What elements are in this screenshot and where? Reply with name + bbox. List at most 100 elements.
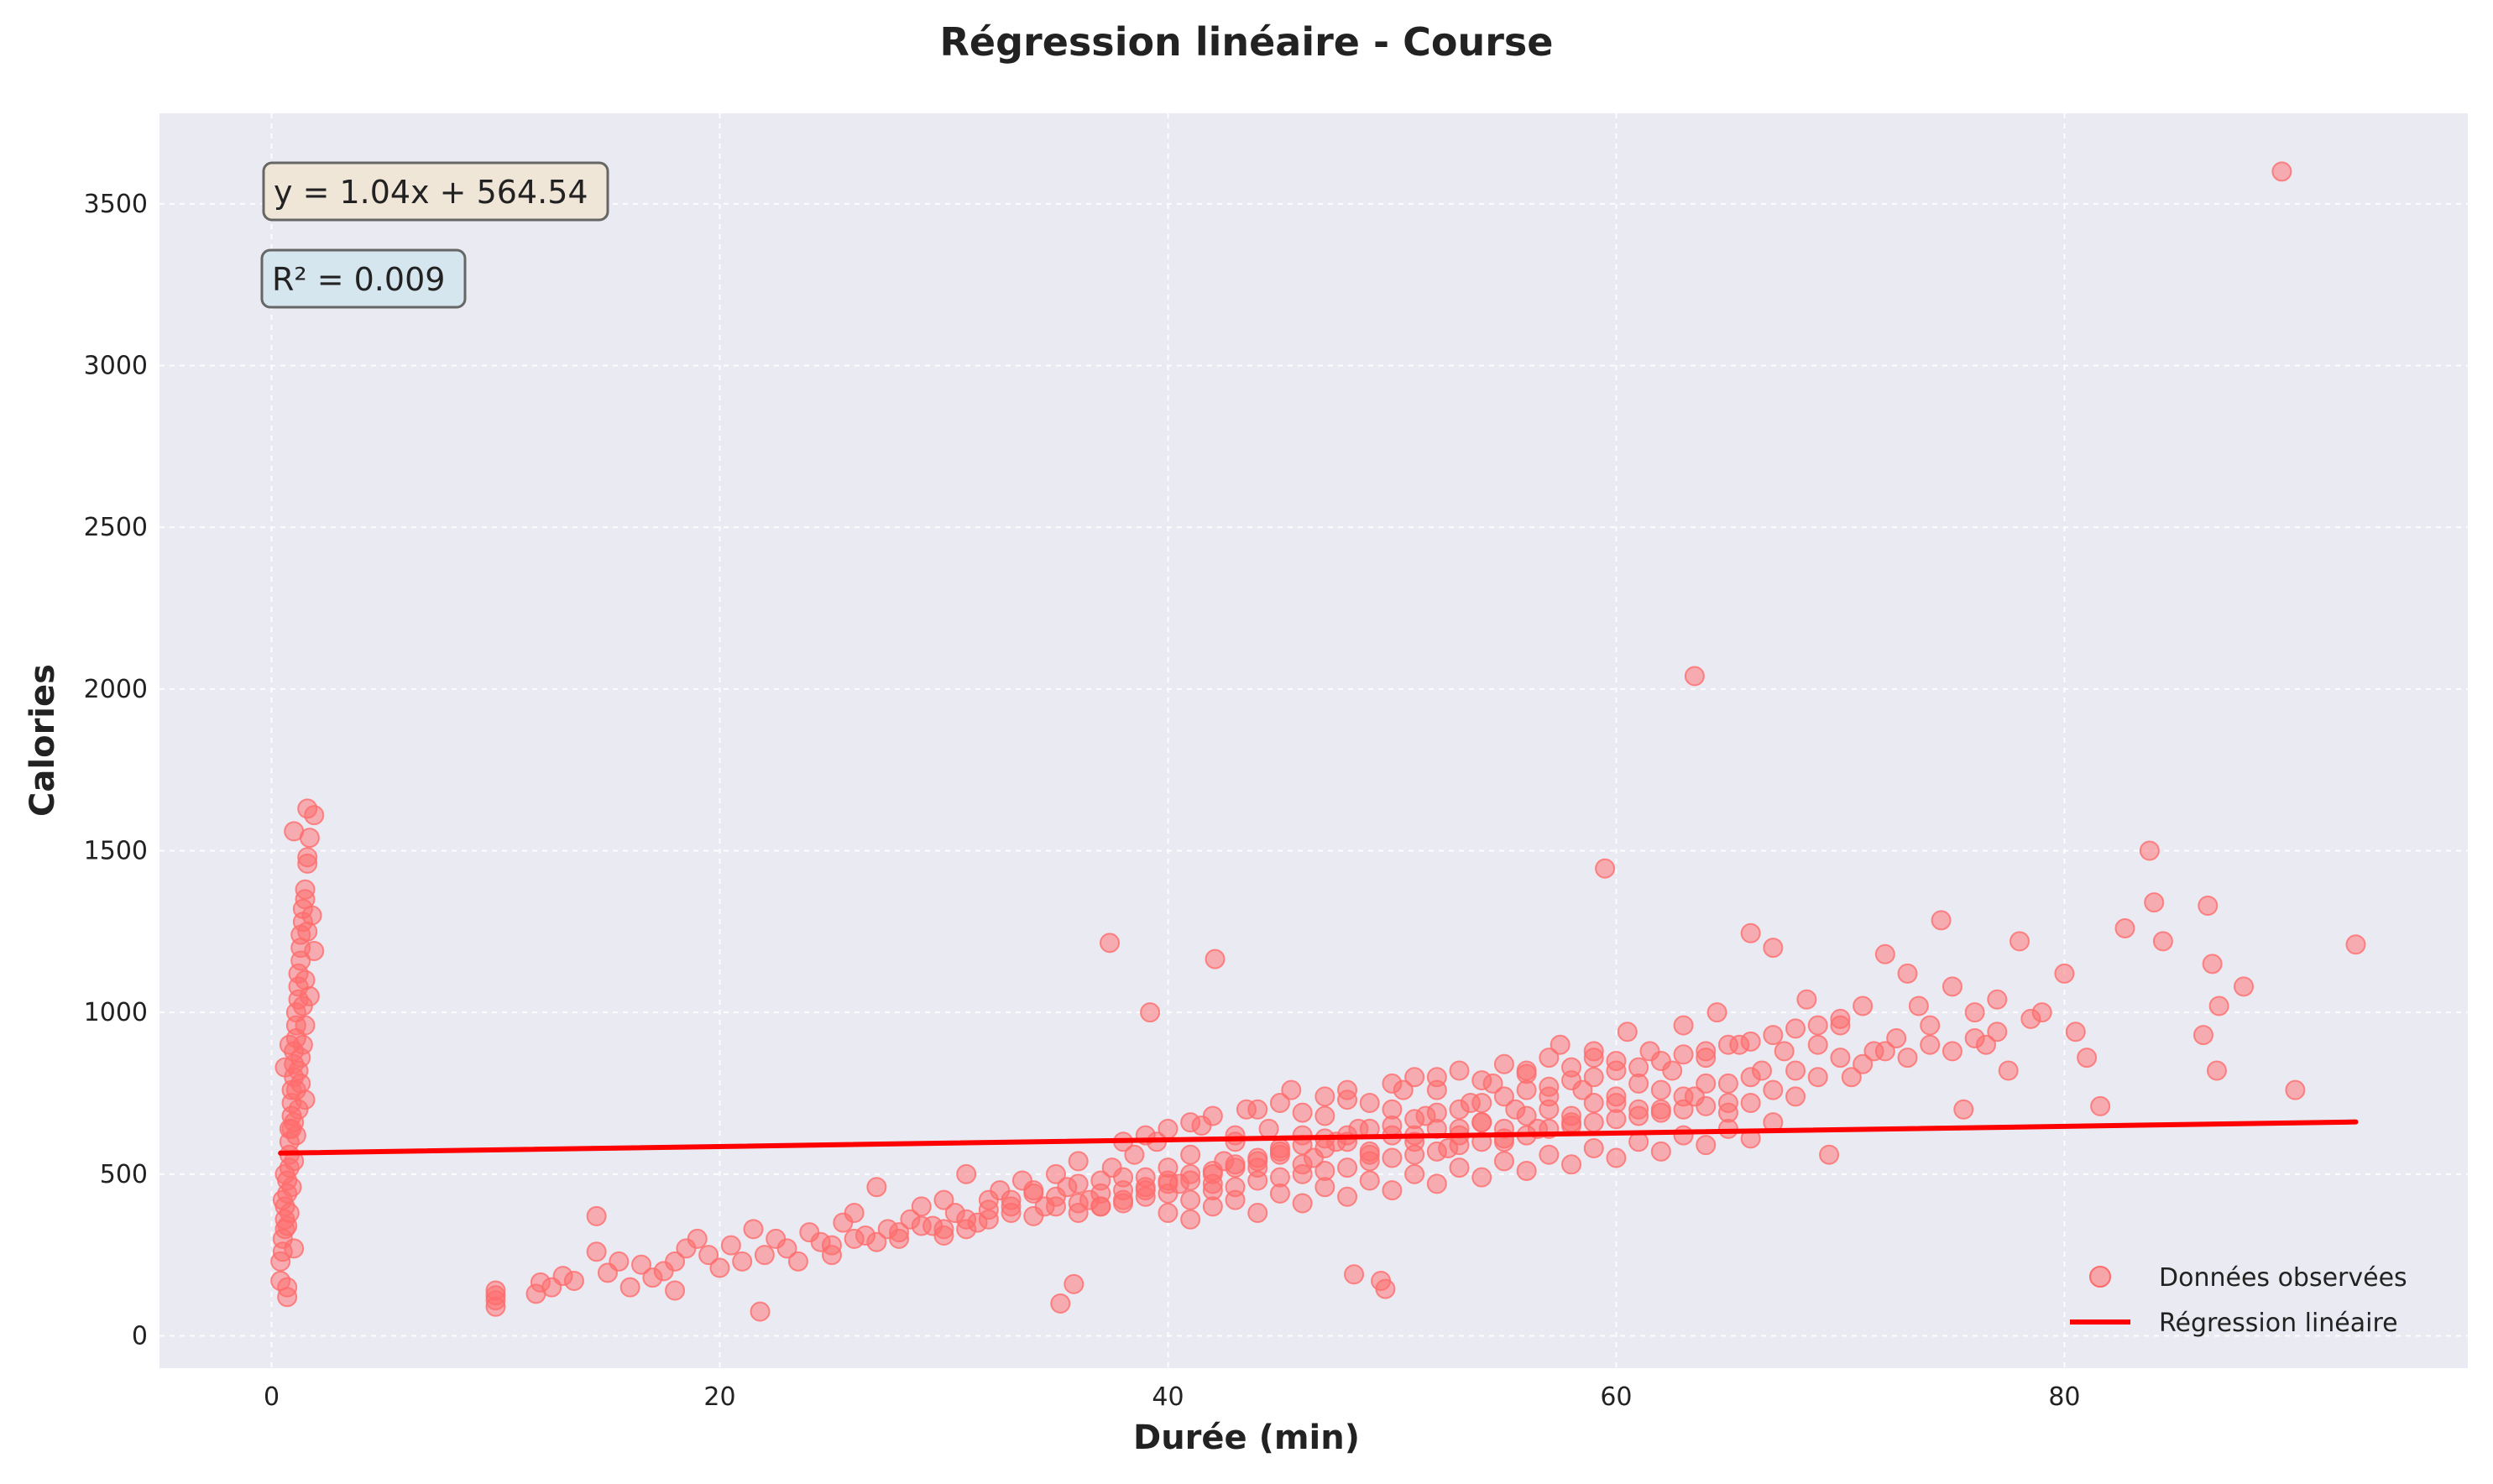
data-point — [1113, 1167, 1134, 1188]
data-point — [1359, 1093, 1380, 1114]
data-point — [732, 1251, 753, 1272]
data-point — [754, 1245, 775, 1266]
data-point — [1337, 1186, 1358, 1207]
data-point — [1684, 666, 1705, 687]
data-point — [277, 1215, 298, 1236]
data-point — [1247, 1170, 1268, 1191]
data-point — [1583, 1093, 1604, 1114]
x-tick-label: 0 — [264, 1382, 280, 1412]
data-point — [1673, 1099, 1694, 1120]
regression-line — [278, 1119, 2359, 1156]
data-point — [1583, 1067, 1604, 1088]
data-point — [1314, 1105, 1335, 1126]
data-point — [1449, 1099, 1470, 1120]
y-axis-label: Calories — [24, 664, 62, 817]
data-point — [295, 1089, 316, 1110]
data-point — [1225, 1189, 1246, 1210]
x-axis-label: Durée (min) — [1133, 1419, 1360, 1457]
x-tick-label: 20 — [703, 1382, 735, 1412]
data-point — [1853, 1053, 1874, 1074]
data-point — [889, 1222, 910, 1243]
data-point — [933, 1225, 954, 1246]
data-point — [844, 1203, 865, 1224]
data-point — [1841, 1067, 1862, 1088]
data-point — [1550, 1034, 1571, 1055]
data-point — [1673, 1125, 1694, 1146]
data-point — [2054, 963, 2075, 984]
data-point — [1830, 1008, 1851, 1029]
data-point — [1606, 1086, 1627, 1107]
data-point — [288, 1060, 309, 1081]
data-point — [1180, 1112, 1201, 1133]
data-point — [1001, 1203, 1022, 1224]
data-point — [1953, 1099, 1974, 1120]
data-point — [1628, 1057, 1649, 1078]
data-point — [1539, 1144, 1560, 1165]
data-point — [1068, 1173, 1089, 1194]
data-point — [1740, 1093, 1761, 1114]
data-point — [1830, 1048, 1851, 1069]
data-point — [1045, 1163, 1066, 1184]
data-point — [1100, 933, 1121, 954]
data-point — [1471, 1112, 1492, 1133]
data-point — [297, 847, 318, 868]
data-point — [1247, 1203, 1268, 1224]
data-point — [1337, 1079, 1358, 1100]
data-point — [1964, 1002, 1985, 1023]
data-point — [1045, 1196, 1066, 1217]
data-point — [279, 1034, 300, 1055]
r2-text: R² = 0.009 — [272, 261, 445, 298]
data-point — [1180, 1189, 1201, 1210]
data-point — [1886, 1027, 1907, 1048]
data-point — [1247, 1099, 1268, 1120]
data-point — [956, 1219, 977, 1240]
data-point — [1606, 1050, 1627, 1071]
data-point — [1493, 1086, 1514, 1107]
data-point — [1920, 1034, 1941, 1055]
data-point — [844, 1228, 865, 1249]
data-point — [1205, 948, 1226, 969]
data-point — [1874, 1041, 1895, 1062]
data-point — [304, 940, 325, 961]
data-point — [485, 1280, 506, 1301]
data-point — [1920, 1015, 1941, 1036]
data-point — [978, 1209, 999, 1230]
data-point — [1493, 1151, 1514, 1172]
data-point — [1539, 1076, 1560, 1097]
data-point — [1807, 1034, 1828, 1055]
data-point — [1763, 938, 1784, 959]
data-point — [1375, 1278, 1396, 1299]
data-point — [619, 1277, 640, 1298]
data-point — [2114, 917, 2135, 938]
data-point — [1202, 1105, 1223, 1126]
data-point — [709, 1257, 730, 1278]
data-point — [2139, 840, 2160, 861]
data-point — [1292, 1193, 1313, 1214]
data-point — [2077, 1048, 2098, 1069]
data-point — [1337, 1157, 1358, 1178]
data-point — [1908, 995, 1929, 1016]
data-point — [1068, 1151, 1089, 1172]
data-point — [1269, 1183, 1290, 1204]
data-point — [776, 1238, 797, 1259]
data-point — [2234, 976, 2255, 997]
data-point — [1140, 1002, 1161, 1023]
data-point — [1606, 1109, 1627, 1130]
scatter-points — [270, 161, 2366, 1322]
data-point — [1650, 1079, 1671, 1100]
data-point — [586, 1241, 607, 1262]
y-tick-label: 3500 — [84, 190, 148, 219]
data-point — [1064, 1273, 1084, 1294]
plot-area — [159, 113, 2468, 1368]
data-point — [1785, 1086, 1806, 1107]
data-point — [1874, 943, 1895, 964]
data-point — [1426, 1173, 1447, 1194]
data-point — [272, 1189, 293, 1210]
data-point — [1740, 1031, 1761, 1052]
data-point — [1113, 1193, 1134, 1214]
data-point — [1740, 922, 1761, 943]
data-point — [821, 1235, 842, 1256]
y-ticks: 0 500 1000 1500 2000 2500 3000 3500 — [84, 190, 148, 1351]
data-point — [1180, 1209, 1201, 1230]
